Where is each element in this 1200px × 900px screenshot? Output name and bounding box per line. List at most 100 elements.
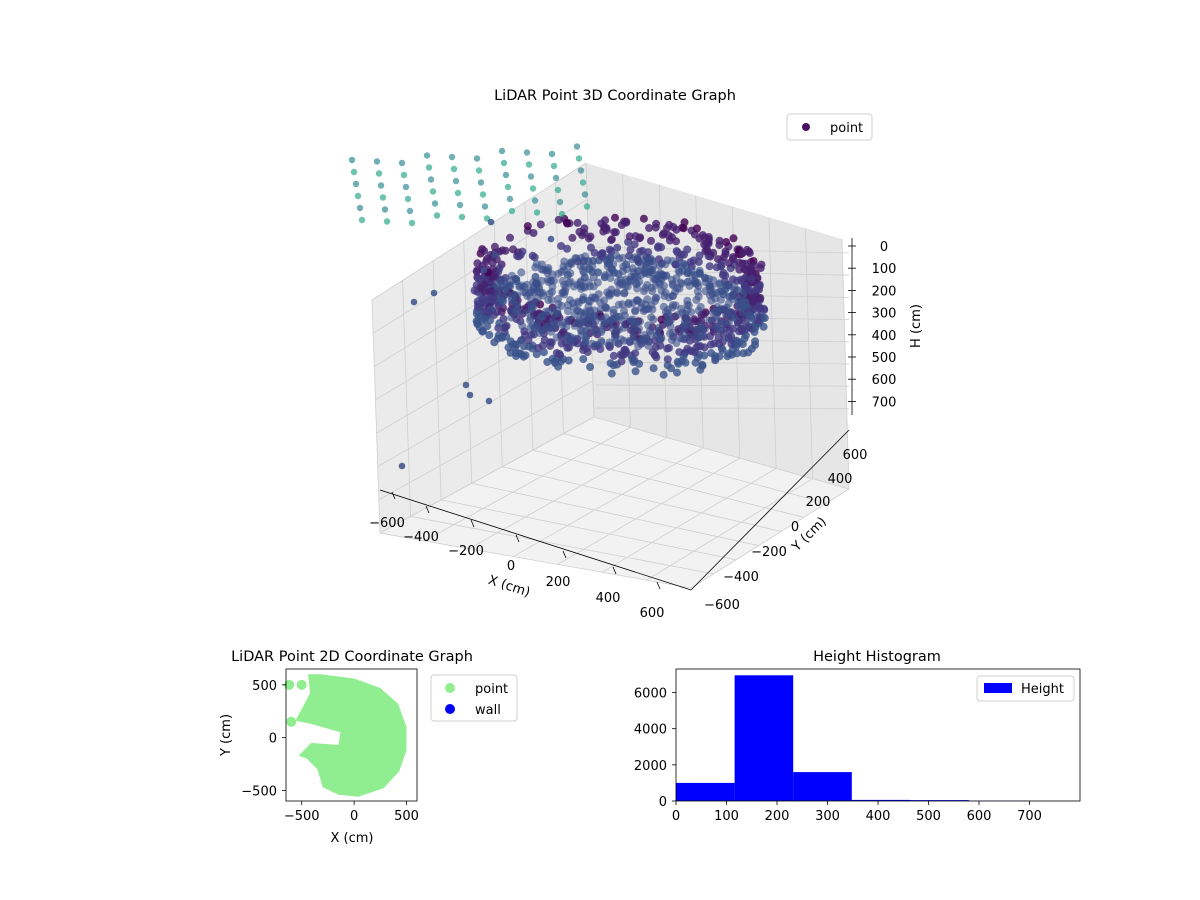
points-3d xyxy=(348,143,769,470)
point-3d xyxy=(408,219,416,227)
point-3d xyxy=(690,315,699,324)
point-3d xyxy=(680,317,689,326)
point-3d xyxy=(551,358,560,367)
y-tick-label-3d: 600 xyxy=(843,448,868,463)
point-3d xyxy=(673,284,682,293)
pane-floor xyxy=(380,417,849,588)
point-3d xyxy=(584,234,593,243)
point-3d xyxy=(481,203,489,210)
y-tick-label-3d: 0 xyxy=(791,520,799,535)
point-3d xyxy=(490,272,498,281)
point-3d xyxy=(531,197,539,204)
point-3d xyxy=(570,321,579,330)
point-3d xyxy=(600,296,609,305)
point-3d xyxy=(622,218,631,227)
point-3d xyxy=(570,282,578,291)
point-3d xyxy=(523,222,532,231)
y-tick-label-3d: 400 xyxy=(828,472,853,487)
point-3d xyxy=(667,364,676,373)
point-3d xyxy=(716,326,724,335)
point-3d xyxy=(707,296,716,305)
point-3d xyxy=(500,159,508,167)
point-3d xyxy=(591,328,600,337)
point-3d xyxy=(504,183,512,191)
point-3d xyxy=(381,206,389,213)
grid-line-3d xyxy=(378,380,594,501)
point-3d xyxy=(611,228,620,237)
point-3d xyxy=(561,287,570,296)
x-axis-label-3d: X (cm) xyxy=(486,573,532,601)
point-3d xyxy=(673,311,682,320)
x-tick-label-2d: 500 xyxy=(394,809,419,824)
point-3d xyxy=(625,336,634,345)
point-3d xyxy=(651,281,660,290)
grid-line-3d xyxy=(432,260,442,500)
point-3d xyxy=(663,355,672,364)
point-3d xyxy=(474,303,482,312)
point-3d xyxy=(575,155,583,162)
point-3d xyxy=(580,224,589,233)
point-3d xyxy=(533,287,542,296)
point-3d xyxy=(717,319,726,328)
point-3d xyxy=(601,303,610,312)
point-3d xyxy=(721,281,730,290)
point-3d xyxy=(487,218,495,226)
x-axis-line xyxy=(379,489,692,591)
point-3d xyxy=(574,307,583,316)
point-3d xyxy=(490,242,499,251)
point-3d xyxy=(654,255,663,264)
plot-2d: LiDAR Point 2D Coordinate Graph −500 0 500… xyxy=(219,649,518,846)
point-3d xyxy=(605,338,614,347)
point-3d xyxy=(593,278,602,287)
point-3d xyxy=(643,295,652,304)
histogram-bar xyxy=(676,782,735,801)
point-3d xyxy=(564,262,573,271)
z-ticks-3d: 0 100 200 300 400 500 600 700 xyxy=(848,240,896,410)
point-3d xyxy=(526,288,534,297)
point-3d xyxy=(605,291,614,300)
point-3d xyxy=(727,332,736,341)
point-3d xyxy=(687,308,696,317)
grid-line-3d xyxy=(646,478,813,581)
point-3d xyxy=(703,247,712,256)
point-3d xyxy=(377,182,385,189)
point-3d xyxy=(676,259,685,268)
point-3d xyxy=(534,344,543,352)
point-3d xyxy=(569,299,577,308)
point-3d xyxy=(654,323,663,332)
x-tick-mark-3d xyxy=(562,550,567,559)
point-3d xyxy=(558,321,567,330)
point-3d xyxy=(532,278,540,287)
point-3d xyxy=(568,233,577,242)
point-3d xyxy=(674,359,683,368)
point-3d xyxy=(490,338,499,347)
point-3d xyxy=(635,234,644,243)
point-3d xyxy=(563,219,572,228)
point-3d xyxy=(745,311,754,320)
point-3d xyxy=(637,262,646,270)
point-3d xyxy=(554,186,562,194)
point-3d xyxy=(506,195,514,203)
point-3d xyxy=(683,296,692,305)
histogram-bars xyxy=(676,675,1075,801)
grid-line-3d xyxy=(563,433,827,504)
x-ticks-2d: −500 0 500 xyxy=(284,801,419,824)
point-3d xyxy=(711,354,720,363)
point-3d xyxy=(738,249,747,258)
point-3d xyxy=(629,324,638,333)
point-3d xyxy=(375,170,383,177)
y-tick-label-hist: 0 xyxy=(659,795,667,810)
point-3d xyxy=(410,298,418,306)
point-3d xyxy=(450,165,458,173)
point-3d xyxy=(517,268,526,277)
point-3d xyxy=(705,262,714,271)
point-3d xyxy=(707,282,716,291)
point-3d xyxy=(491,251,499,259)
point-3d xyxy=(608,324,617,333)
point-3d xyxy=(660,291,669,300)
point-3d xyxy=(506,233,514,242)
x-tick-label-hist: 400 xyxy=(866,809,891,824)
y-tick-label-2d: 0 xyxy=(269,732,277,747)
point-3d xyxy=(591,317,600,326)
